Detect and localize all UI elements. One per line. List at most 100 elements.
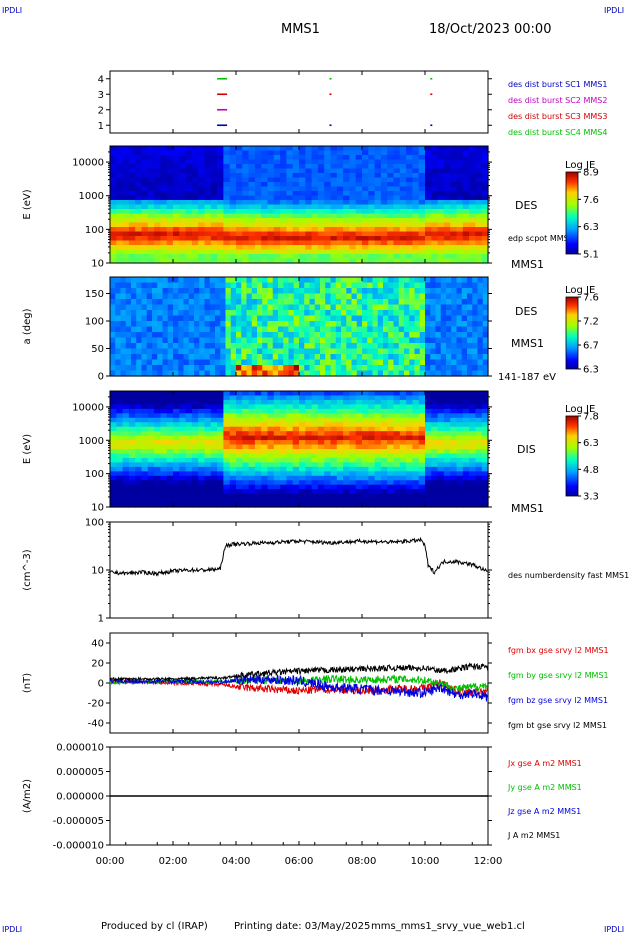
spectrogram-cell — [173, 299, 179, 306]
spectrogram-cell — [286, 258, 294, 264]
spectrogram-cell — [160, 422, 168, 428]
spectrogram-cell — [116, 466, 124, 472]
spectrogram-cell — [362, 348, 368, 355]
spectrogram-cell — [188, 348, 195, 355]
panel-sublabel: MMS1 — [511, 258, 544, 271]
spectrogram-cell — [362, 471, 369, 477]
spectrogram-cell — [456, 457, 464, 463]
spectrogram-cell — [122, 258, 130, 264]
spectrogram-cell — [368, 408, 376, 414]
spectrogram-cell — [292, 209, 300, 215]
spectrogram-cell — [229, 222, 237, 228]
spectrogram-cell — [477, 288, 484, 295]
spectrogram-cell — [154, 498, 161, 504]
spectrogram-cell — [236, 493, 243, 499]
spectrogram-cell — [173, 332, 179, 339]
spectrogram-cell — [311, 236, 319, 242]
spectrogram-cell — [399, 395, 407, 401]
spectrogram-cell — [210, 440, 218, 446]
spectrogram-cell — [412, 186, 420, 192]
spectrogram-cell — [198, 177, 206, 183]
spectrogram-cell — [399, 213, 407, 219]
spectrogram-cell — [406, 258, 413, 264]
spectrogram-cell — [425, 354, 431, 361]
spectrogram-cell — [146, 315, 153, 322]
spectrogram-cell — [469, 435, 476, 441]
spectrogram-cell — [166, 480, 174, 486]
spectrogram-cell — [431, 195, 439, 201]
spectrogram-cell — [173, 209, 180, 215]
spectrogram-cell — [167, 370, 174, 377]
spectrogram-cell — [362, 218, 369, 224]
spectrogram-cell — [230, 304, 237, 311]
spectrogram-cell — [377, 343, 384, 350]
spectrogram-cell — [374, 146, 382, 152]
spectrogram-cell — [220, 332, 227, 339]
spectrogram-cell — [412, 493, 420, 499]
spectrogram-cell — [185, 159, 193, 165]
spectrogram-cell — [399, 249, 407, 255]
spectrogram-cell — [280, 475, 287, 481]
spectrogram-cell — [261, 404, 269, 410]
spectrogram-cell — [387, 480, 395, 486]
spectrogram-cell — [262, 277, 269, 284]
spectrogram-cell — [393, 168, 401, 174]
spectrogram-cell — [469, 191, 476, 197]
spectrogram-cell — [399, 209, 407, 215]
spectrogram-cell — [341, 359, 347, 366]
spectrogram-cell — [446, 304, 452, 311]
spectrogram-cell — [273, 191, 281, 197]
spectrogram-cell — [398, 365, 405, 372]
spectrogram-cell — [414, 354, 421, 361]
spectrogram-cell — [477, 343, 484, 350]
spectrogram-cell — [198, 435, 206, 441]
spectrogram-cell — [272, 359, 279, 366]
spectrogram-cell — [248, 484, 256, 490]
spectrogram-cell — [387, 449, 395, 455]
spectrogram-cell — [146, 326, 153, 333]
spectrogram-cell — [335, 321, 342, 328]
spectrogram-cell — [336, 480, 344, 486]
spectrogram-cell — [122, 462, 130, 468]
spectrogram-cell — [230, 348, 237, 355]
spectrogram-cell — [204, 475, 212, 481]
spectrogram-cell — [198, 471, 206, 477]
spectrogram-cell — [154, 191, 161, 197]
spectrogram-cell — [236, 489, 243, 495]
spectrogram-cell — [217, 435, 224, 441]
spectrogram-cell — [254, 150, 262, 156]
spectrogram-cell — [261, 408, 269, 414]
spectrogram-cell — [399, 146, 407, 152]
spectrogram-cell — [418, 222, 426, 228]
spectrogram-cell — [475, 493, 483, 499]
spectrogram-cell — [362, 337, 368, 344]
spectrogram-cell — [229, 213, 237, 219]
spectrogram-cell — [292, 177, 300, 183]
spectrogram-cell — [462, 231, 470, 237]
spectrogram-cell — [418, 155, 426, 161]
spectrogram-cell — [425, 146, 432, 152]
spectrogram-cell — [398, 354, 405, 361]
spectrogram-cell — [204, 310, 211, 317]
spectrogram-cell — [191, 173, 199, 179]
spectrogram-cell — [335, 299, 342, 306]
spectrogram-cell — [387, 395, 395, 401]
spectrogram-cell — [374, 204, 382, 210]
spectrogram-cell — [223, 493, 231, 499]
spectrogram-cell — [299, 249, 306, 255]
spectrogram-cell — [191, 258, 199, 264]
spectrogram-cell — [399, 195, 407, 201]
spectrogram-cell — [305, 453, 313, 459]
spectrogram-cell — [349, 200, 357, 206]
spectrogram-cell — [147, 484, 155, 490]
spectrogram-cell — [393, 218, 401, 224]
spectrogram-cell — [311, 168, 319, 174]
spectrogram-cell — [393, 431, 401, 437]
spectrogram-cell — [418, 236, 426, 242]
spectrogram-cell — [116, 182, 124, 188]
spectrogram-cell — [223, 449, 231, 455]
spectrogram-cell — [437, 408, 445, 414]
spectrogram-cell — [305, 213, 313, 219]
spectrogram-cell — [446, 365, 452, 372]
spectrogram-cell — [210, 191, 218, 197]
